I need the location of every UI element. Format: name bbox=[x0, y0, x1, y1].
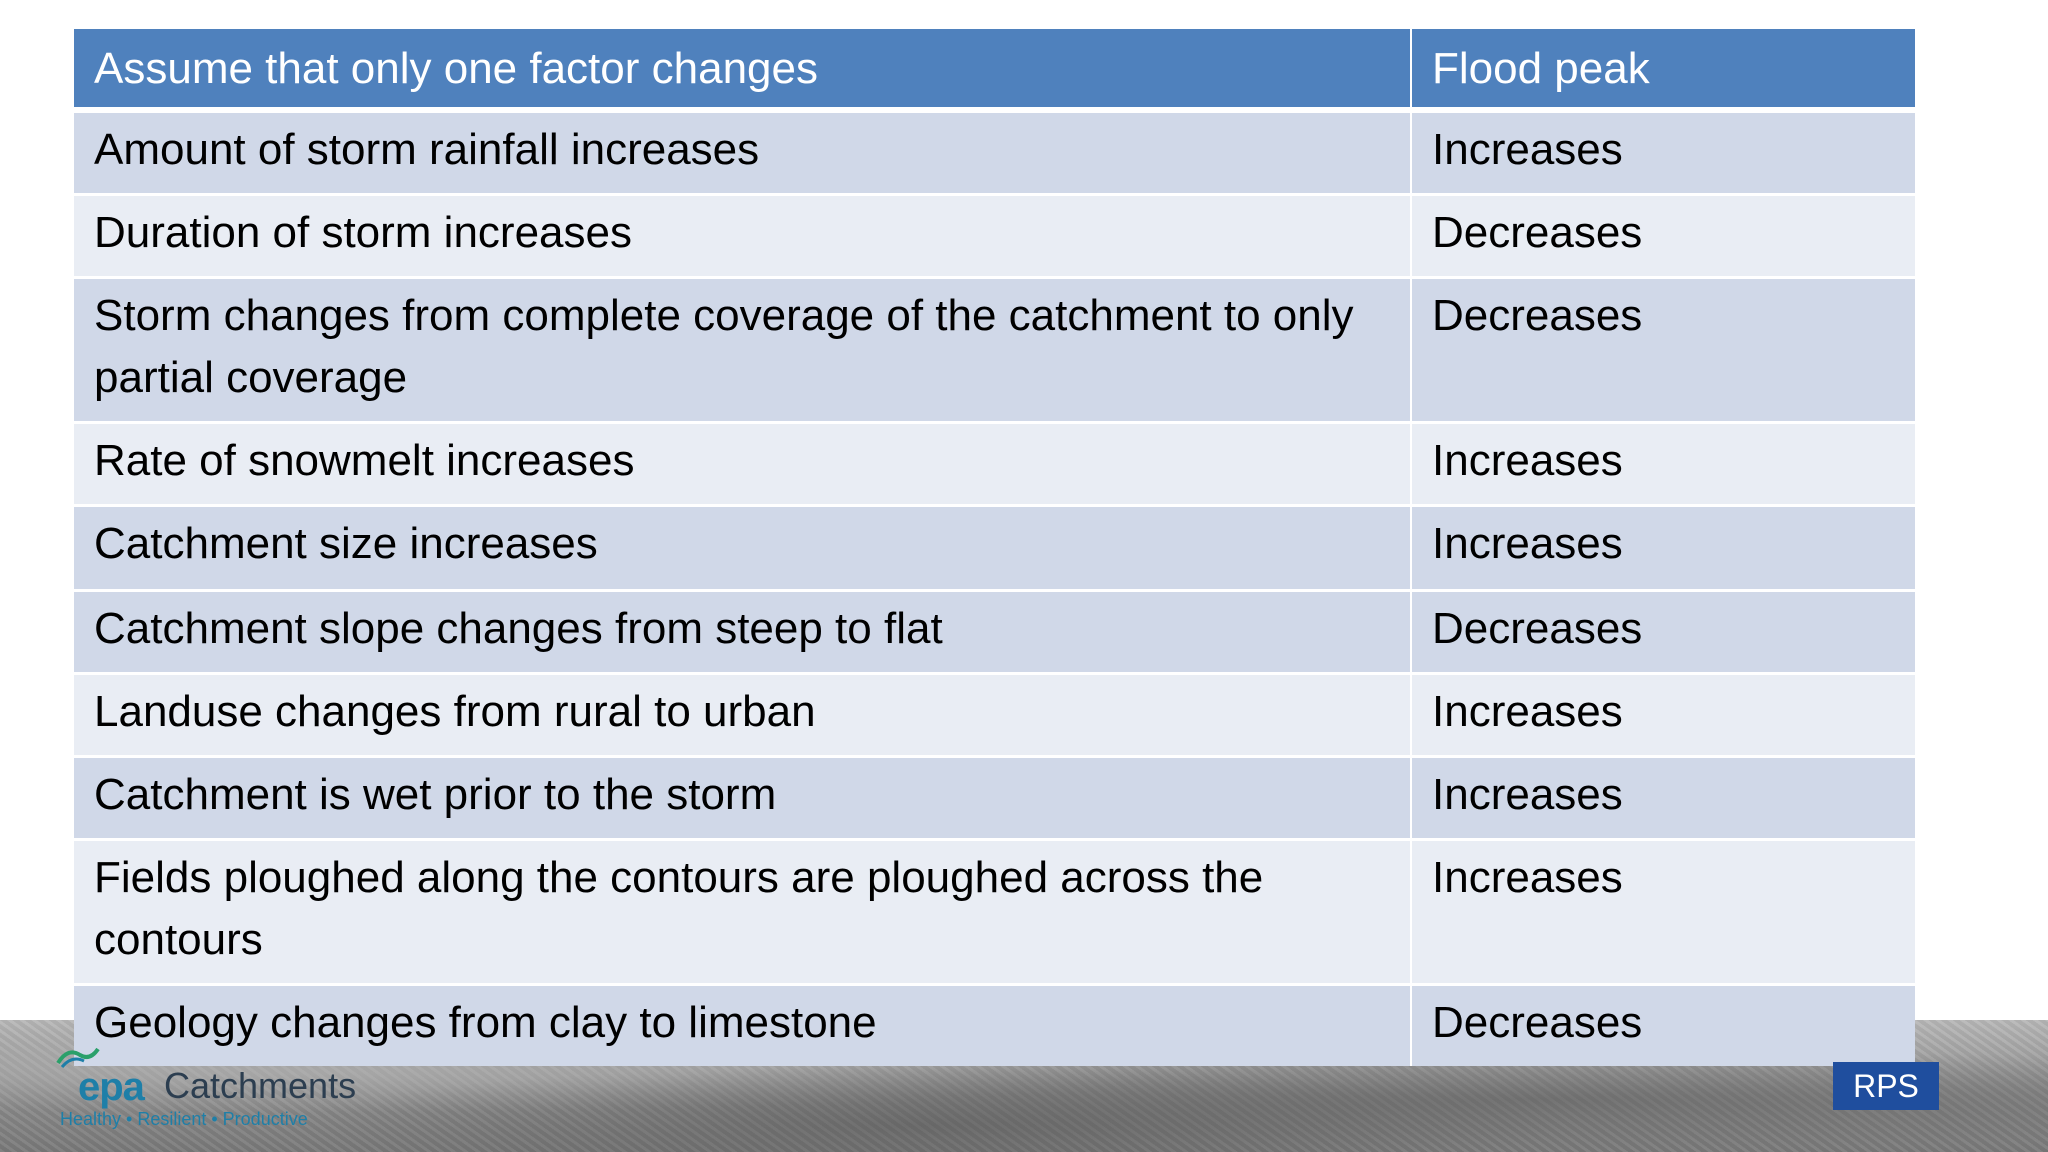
effect-cell: Increases bbox=[1432, 853, 1623, 902]
water-drop-icon bbox=[56, 1047, 100, 1068]
epa-catchments-logo: epa Catchments Healthy • Resilient • Pro… bbox=[26, 1035, 356, 1135]
table-row: Duration of storm increases Decreases bbox=[74, 196, 1915, 279]
factor-cell: Duration of storm increases bbox=[74, 196, 1412, 276]
table-row: Landuse changes from rural to urban Incr… bbox=[74, 675, 1915, 758]
factor-cell: Amount of storm rainfall increases bbox=[74, 113, 1412, 193]
logo-tagline: Healthy • Resilient • Productive bbox=[60, 1109, 308, 1129]
table-row: Catchment slope changes from steep to fl… bbox=[74, 592, 1915, 675]
factor-cell: Storm changes from complete coverage of … bbox=[74, 279, 1412, 421]
factor-cell: Landuse changes from rural to urban bbox=[74, 675, 1412, 755]
factor-cell: Catchment slope changes from steep to fl… bbox=[74, 592, 1412, 672]
factor-cell: Rate of snowmelt increases bbox=[74, 424, 1412, 504]
table-row: Storm changes from complete coverage of … bbox=[74, 279, 1915, 424]
factor-cell: Catchment size increases bbox=[74, 507, 1412, 589]
effect-cell: Decreases bbox=[1432, 604, 1643, 653]
header-factor: Assume that only one factor changes bbox=[74, 29, 1412, 107]
header-flood-peak: Flood peak bbox=[1432, 44, 1650, 93]
effect-cell: Increases bbox=[1432, 770, 1623, 819]
effect-cell: Decreases bbox=[1432, 208, 1643, 257]
factor-cell: Fields ploughed along the contours are p… bbox=[74, 841, 1412, 983]
epa-logo-text: epa bbox=[78, 1065, 145, 1109]
effect-cell: Increases bbox=[1432, 687, 1623, 736]
table-row: Geology changes from clay to limestone D… bbox=[74, 986, 1915, 1066]
table-row: Rate of snowmelt increases Increases bbox=[74, 424, 1915, 507]
table-row: Catchment size increases Increases bbox=[74, 507, 1915, 592]
effect-cell: Decreases bbox=[1432, 998, 1643, 1047]
factor-cell: Geology changes from clay to limestone bbox=[74, 986, 1412, 1066]
table-row: Amount of storm rainfall increases Incre… bbox=[74, 113, 1915, 196]
effect-cell: Increases bbox=[1432, 436, 1623, 485]
table-row: Catchment is wet prior to the storm Incr… bbox=[74, 758, 1915, 841]
flood-peak-factors-table: Assume that only one factor changes Floo… bbox=[74, 29, 1915, 1066]
effect-cell: Increases bbox=[1432, 125, 1623, 174]
catchments-logo-text: Catchments bbox=[164, 1065, 357, 1106]
factor-cell: Catchment is wet prior to the storm bbox=[74, 758, 1412, 838]
rps-logo: RPS bbox=[1833, 1062, 1939, 1110]
effect-cell: Decreases bbox=[1432, 291, 1643, 340]
table-header-row: Assume that only one factor changes Floo… bbox=[74, 29, 1915, 113]
effect-cell: Increases bbox=[1432, 519, 1623, 568]
table-row: Fields ploughed along the contours are p… bbox=[74, 841, 1915, 986]
